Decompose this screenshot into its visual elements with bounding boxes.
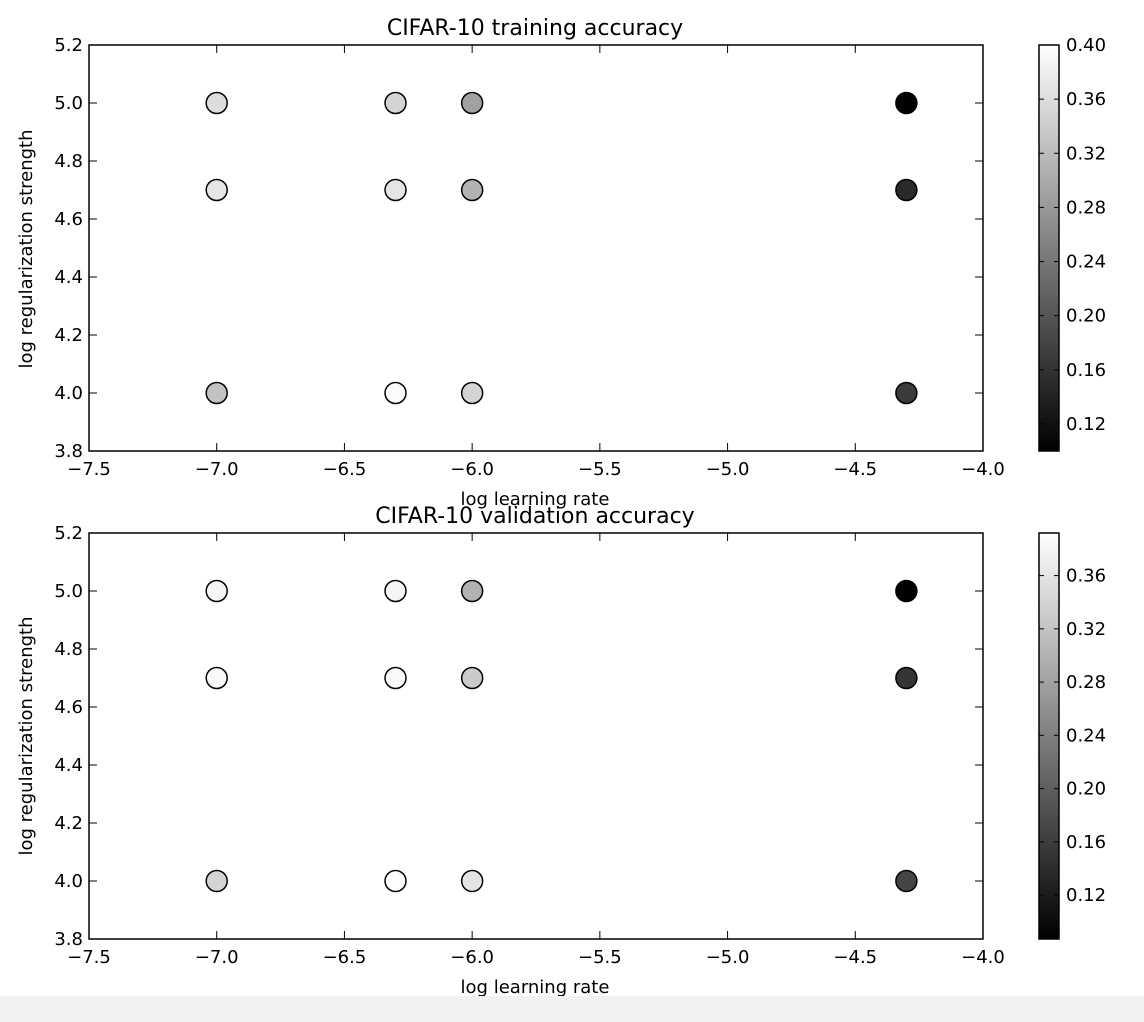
data-point xyxy=(895,178,918,202)
x-tick-label: −6.5 xyxy=(323,459,367,480)
y-tick-label: 3.8 xyxy=(54,441,83,462)
data-point xyxy=(895,91,918,115)
y-tick-label: 4.0 xyxy=(54,871,83,892)
x-tick-label: −4.0 xyxy=(961,947,1005,968)
x-tick-label: −7.5 xyxy=(67,459,111,480)
data-point xyxy=(205,869,228,893)
colorbar-tick-label: 0.32 xyxy=(1066,619,1106,640)
data-point xyxy=(460,178,484,202)
data-point xyxy=(895,579,918,603)
colorbar: 0.12 0.16 0.20 0.24 0.28 0.32 0.36 0.40 xyxy=(1038,35,1106,452)
x-tick-label: −7.5 xyxy=(67,947,111,968)
x-tick-label: −6.5 xyxy=(323,947,367,968)
window-bottom-strip xyxy=(0,996,1144,1022)
data-point xyxy=(895,666,918,690)
y-tick-label: 3.8 xyxy=(54,929,83,950)
x-tick-label: −5.5 xyxy=(578,947,622,968)
data-point xyxy=(895,381,918,405)
colorbar: 0.12 0.16 0.20 0.24 0.28 0.32 0.36 xyxy=(1038,532,1106,940)
data-point xyxy=(460,869,484,893)
colorbar-tick-label: 0.40 xyxy=(1066,35,1106,56)
colorbar-tick-label: 0.36 xyxy=(1066,566,1106,587)
chart-title: CIFAR-10 validation accuracy xyxy=(375,504,694,529)
colorbar-tick-label: 0.20 xyxy=(1066,779,1106,800)
y-axis-label: log regularization strength xyxy=(16,129,37,368)
x-tick-label: −4.0 xyxy=(961,459,1005,480)
chart-title: CIFAR-10 training accuracy xyxy=(387,16,683,41)
data-point xyxy=(205,579,228,603)
data-point xyxy=(384,91,407,115)
colorbar-gradient xyxy=(1038,532,1060,940)
x-axis-label: log learning rate xyxy=(461,977,610,998)
x-axis-label: log learning rate xyxy=(461,489,610,510)
data-point xyxy=(384,666,407,690)
y-axis-label: log regularization strength xyxy=(16,616,37,855)
x-tick-label: −4.5 xyxy=(833,459,877,480)
axes-frame xyxy=(88,532,984,940)
y-tick-label: 5.0 xyxy=(54,581,83,602)
x-tick-label: −7.0 xyxy=(195,459,239,480)
x-tick-label: −6.0 xyxy=(450,459,494,480)
y-tick-label: 4.8 xyxy=(54,151,83,172)
colorbar-tick-label: 0.12 xyxy=(1066,885,1106,906)
y-tick-label: 4.2 xyxy=(54,325,83,346)
y-tick-label: 4.6 xyxy=(54,697,83,718)
colorbar-tick-label: 0.16 xyxy=(1066,832,1106,853)
x-tick-label: −7.0 xyxy=(195,947,239,968)
colorbar-tick-label: 0.36 xyxy=(1066,89,1106,110)
data-point xyxy=(460,91,484,115)
data-point xyxy=(460,579,484,603)
plot-area: −7.5 −7.0 −6.5 −6.0 −5.5 −5.0 −4.5 −4.0 3.8 4.0 4.… xyxy=(54,523,1005,968)
data-point xyxy=(205,91,228,115)
plot-area: −7.5 −7.0 −6.5 −6.0 −5.5 −5.0 −4.5 −4.0 3.8 4.0 4.… xyxy=(54,35,1005,480)
data-point xyxy=(384,178,407,202)
y-tick-label: 4.6 xyxy=(54,209,83,230)
colorbar-tick-label: 0.20 xyxy=(1066,306,1106,327)
colorbar-tick-label: 0.28 xyxy=(1066,197,1106,218)
data-point xyxy=(460,381,484,405)
data-point xyxy=(384,579,407,603)
colorbar-tick-label: 0.24 xyxy=(1066,725,1106,746)
y-tick-label: 5.2 xyxy=(54,523,83,544)
x-tick-label: −5.0 xyxy=(706,459,750,480)
x-tick-label: −6.0 xyxy=(450,947,494,968)
colorbar-tick-label: 0.12 xyxy=(1066,414,1106,435)
data-point xyxy=(460,666,484,690)
data-point xyxy=(205,666,228,690)
data-point xyxy=(895,869,918,893)
data-point xyxy=(384,381,407,405)
data-point xyxy=(205,381,228,405)
y-tick-label: 4.2 xyxy=(54,813,83,834)
training-accuracy-panel: CIFAR-10 training accuracy log regulariz… xyxy=(16,16,1106,510)
y-tick-label: 4.4 xyxy=(54,755,83,776)
validation-accuracy-panel: CIFAR-10 validation accuracy log regular… xyxy=(16,504,1106,998)
colorbar-tick-label: 0.32 xyxy=(1066,143,1106,164)
x-tick-label: −4.5 xyxy=(833,947,877,968)
x-tick-label: −5.5 xyxy=(578,459,622,480)
data-point xyxy=(384,869,407,893)
x-tick-label: −5.0 xyxy=(706,947,750,968)
data-point xyxy=(205,178,228,202)
y-tick-label: 4.0 xyxy=(54,383,83,404)
colorbar-tick-label: 0.28 xyxy=(1066,672,1106,693)
colorbar-tick-label: 0.24 xyxy=(1066,252,1106,273)
colorbar-gradient xyxy=(1038,44,1060,452)
y-tick-label: 4.4 xyxy=(54,267,83,288)
y-tick-label: 5.2 xyxy=(54,35,83,56)
y-tick-label: 5.0 xyxy=(54,93,83,114)
axes-frame xyxy=(88,44,984,452)
y-tick-label: 4.8 xyxy=(54,639,83,660)
colorbar-tick-label: 0.16 xyxy=(1066,360,1106,381)
